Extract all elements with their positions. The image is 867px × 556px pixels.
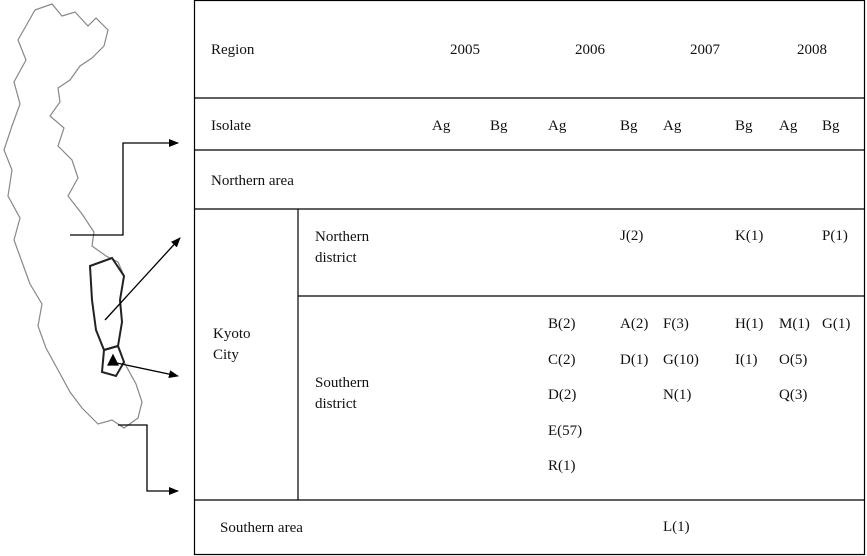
isolate-header: Ag <box>432 118 451 134</box>
cell-entry: O(5) <box>779 351 808 368</box>
cell-entry: B(2) <box>548 316 576 332</box>
cell-entry: Q(3) <box>779 387 808 403</box>
isolate-header: Bg <box>620 118 638 134</box>
year-header: 2008 <box>797 42 827 58</box>
cell-entry: N(1) <box>663 387 692 403</box>
cell-entry: D(2) <box>548 387 577 403</box>
district-label: Southern district <box>315 375 370 412</box>
cell-entry: E(57) <box>548 422 583 439</box>
row-label: Southern area <box>220 520 303 536</box>
isolate-header: Ag <box>548 118 567 134</box>
cell-entry: A(2) <box>620 316 649 332</box>
year-header: 2007 <box>690 42 720 58</box>
isolate-header: Bg <box>735 118 753 134</box>
cell-entry: H(1) <box>735 316 764 332</box>
region-header: Region <box>211 42 255 58</box>
year-header: 2006 <box>575 42 605 58</box>
cell-entry: G(10) <box>663 351 699 368</box>
isolate-header: Bg <box>822 118 840 134</box>
cell-entry: M(1) <box>779 316 810 332</box>
table-lines <box>193 0 866 556</box>
year-header: 2005 <box>450 42 480 58</box>
arrows <box>70 139 181 495</box>
isolate-header: Bg <box>490 118 508 134</box>
district-label: Northern district <box>315 229 370 266</box>
cell-entry: F(3) <box>663 316 689 332</box>
cell-entry: R(1) <box>548 458 576 474</box>
cell-entry: D(1) <box>620 351 649 368</box>
cell-entry: I(1) <box>735 351 758 368</box>
map <box>3 3 143 429</box>
cell-entry: C(2) <box>548 351 576 368</box>
cell-entry: L(1) <box>663 519 690 535</box>
cell-entry: P(1) <box>822 228 848 244</box>
isolate-header: Ag <box>779 118 798 134</box>
isolate-header: Isolate <box>211 118 251 134</box>
cell-entry: J(2) <box>620 228 644 244</box>
city-label: Kyoto City <box>213 326 251 363</box>
cell-entry: K(1) <box>735 228 764 244</box>
isolate-header: Ag <box>663 118 682 134</box>
row-label: Northern area <box>211 173 294 189</box>
cell-entry: G(1) <box>822 316 851 332</box>
